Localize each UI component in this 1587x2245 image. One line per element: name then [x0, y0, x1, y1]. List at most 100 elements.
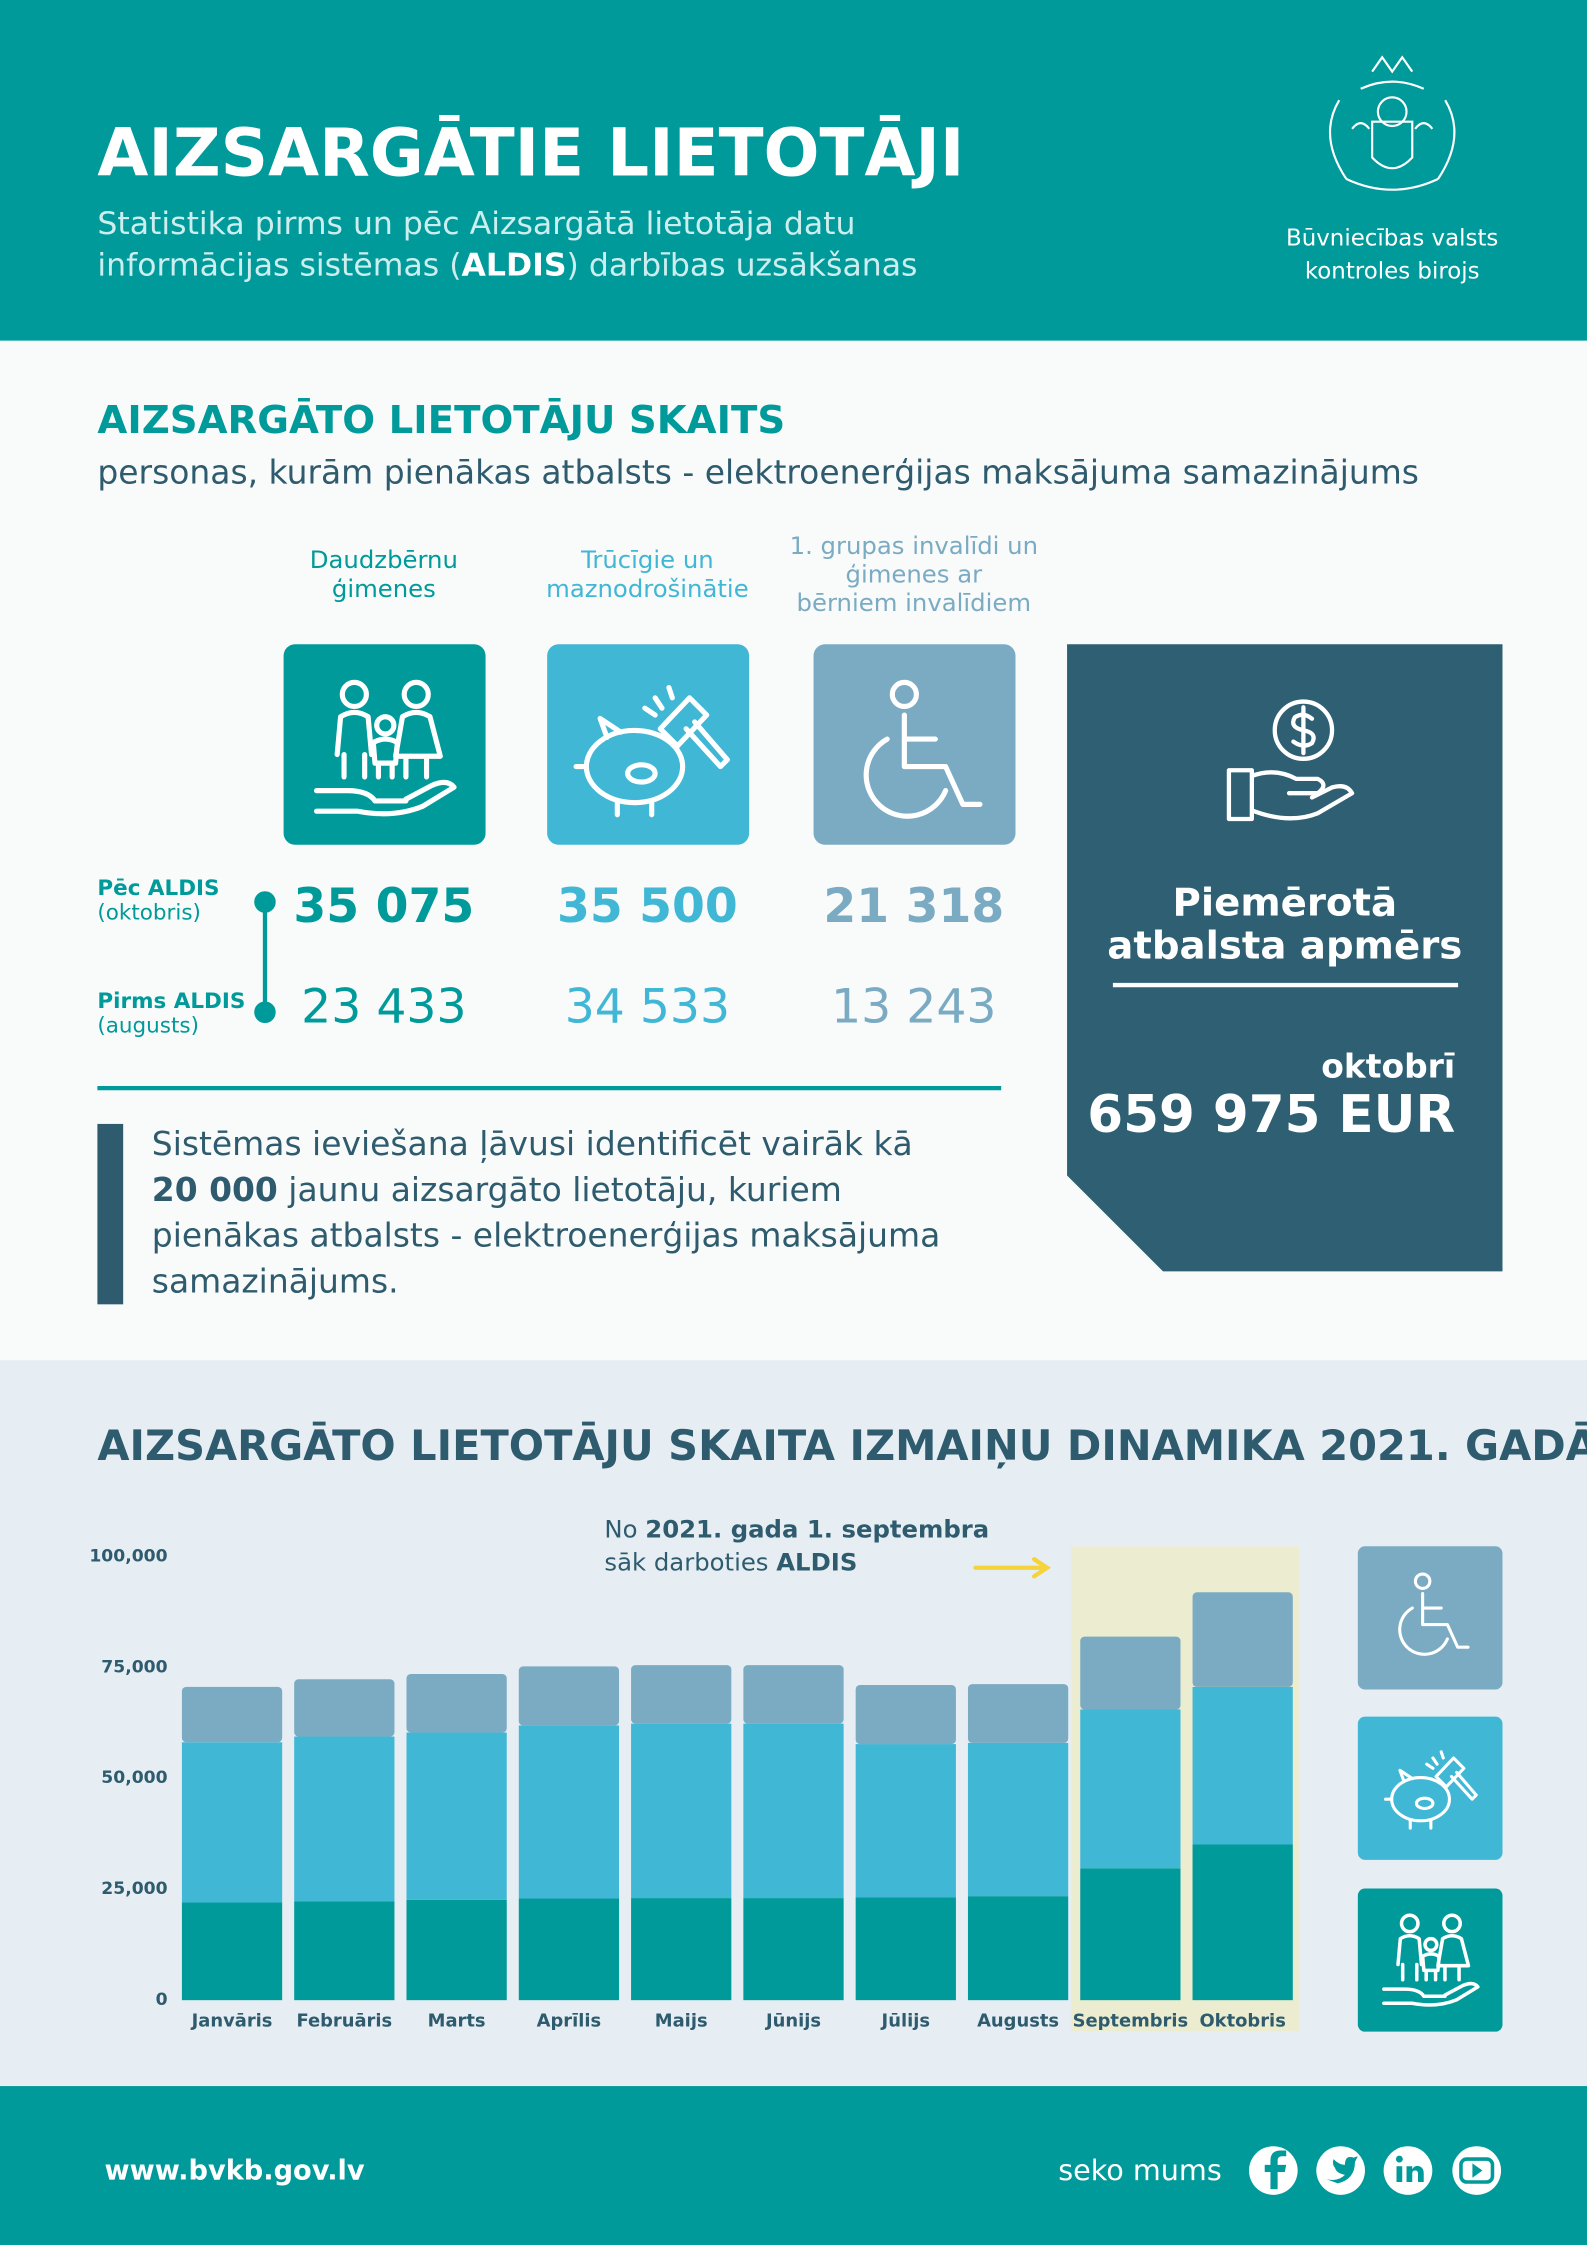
- bar-segment: [631, 1898, 732, 2001]
- website[interactable]: www.bvkb.gov.lv: [105, 2155, 365, 2186]
- annotation: No 2021. gada 1. septembra: [604, 1515, 989, 1544]
- timeline: [254, 891, 276, 1023]
- bar-segment: [518, 1666, 620, 1726]
- bar-segment: [518, 1898, 620, 2001]
- bar-segment: [294, 1901, 395, 2001]
- bar-segment: [855, 1744, 956, 1898]
- header-subtitle: informācijas sistēmas (ALDIS) darbības u…: [97, 247, 917, 283]
- group-icon-box: [547, 644, 750, 845]
- facebook-icon[interactable]: [1248, 2146, 1298, 2195]
- annotation: sāk darboties ALDIS: [604, 1547, 857, 1576]
- follow-label: seko mums: [1058, 2153, 1222, 2187]
- row-period: (augusts): [97, 1014, 199, 1039]
- value-before: 23 433: [301, 979, 466, 1034]
- row-label: Pirms ALDIS: [97, 989, 245, 1014]
- bar-segment: [1080, 1709, 1181, 1869]
- value-after: 35 500: [557, 879, 738, 934]
- x-tick-label: Septembris: [1073, 2011, 1189, 2032]
- bar-segment: [967, 1896, 1069, 2001]
- y-tick-label: 50,000: [101, 1768, 167, 1788]
- y-tick-label: 100,000: [89, 1546, 167, 1566]
- y-tick-label: 25,000: [101, 1879, 167, 1899]
- note-line: Sistēmas ieviešana ļāvusi identificēt va…: [152, 1124, 913, 1163]
- bar-segment: [181, 1742, 283, 1903]
- x-tick-label: Jūlijs: [881, 2011, 930, 2032]
- bar-segment: [1192, 1592, 1293, 1687]
- youtube-icon[interactable]: [1452, 2146, 1502, 2195]
- annotation-part: No: [604, 1515, 645, 1544]
- note: Sistēmas ieviešana ļāvusi identificēt va…: [152, 1124, 940, 1300]
- value-after: 35 075: [293, 879, 474, 934]
- x-tick-label: Maijs: [655, 2011, 708, 2032]
- bar-segment: [743, 1898, 844, 2001]
- legend: [1357, 1546, 1503, 2032]
- bar-segment: [181, 1686, 283, 1743]
- bar-segment: [181, 1902, 283, 2001]
- support-box: [1067, 644, 1503, 1272]
- logo: [1328, 55, 1456, 191]
- note-line: 20 000 jaunu aizsargāto lietotāju, kurie…: [152, 1170, 842, 1209]
- value-after: 21 318: [823, 879, 1004, 934]
- group-label: Daudzbērnu: [310, 545, 458, 574]
- y-tick-label: 0: [156, 1990, 168, 2010]
- organization-name: Būvniecības valsts: [1286, 226, 1498, 252]
- subtitle-part: ALDIS: [461, 247, 566, 283]
- linkedin-icon[interactable]: [1383, 2146, 1433, 2195]
- subtitle-part: informācijas sistēmas (: [97, 247, 461, 283]
- group-label: ģimenes ar: [846, 560, 983, 589]
- legend-swatch: [1357, 1546, 1503, 1690]
- bar-segment: [1080, 1636, 1181, 1710]
- plot: 0 25,000 50,000 75,000 100,000 Janvāris Februā…: [89, 1546, 1293, 2032]
- x-tick-label: Janvāris: [191, 2011, 273, 2032]
- group-label: ģimenes: [332, 574, 436, 603]
- bar-segment: [855, 1685, 956, 1745]
- x-tick-label: Aprīlis: [537, 2011, 602, 2032]
- bar-segment: [1192, 1844, 1293, 2001]
- note-line: samazinājums.: [152, 1261, 399, 1300]
- note-text: jaunu aizsargāto lietotāju, kuriem: [278, 1170, 842, 1209]
- x-tick-label: Augusts: [977, 2011, 1059, 2032]
- value-before: 34 533: [565, 979, 730, 1034]
- summary-subtitle: personas, kurām pienākas atbalsts - elek…: [97, 452, 1419, 491]
- annotation-part: 2021. gada 1. septembra: [645, 1515, 989, 1544]
- group-label: maznodrošinātie: [546, 574, 749, 603]
- summary-title: AIZSARGĀTO LIETOTĀJU SKAITS: [97, 397, 785, 443]
- y-tick-label: 75,000: [101, 1657, 167, 1677]
- twitter-icon[interactable]: [1316, 2146, 1365, 2195]
- group-icon-box: [813, 644, 1016, 845]
- row-period: (oktobris): [97, 900, 201, 925]
- bar-segment: [855, 1897, 956, 2001]
- legend-swatch: [1357, 1716, 1503, 1860]
- chart-title: AIZSARGĀTO LIETOTĀJU SKAITA IZMAIŅU DINA…: [97, 1421, 1587, 1470]
- organization-name: kontroles birojs: [1305, 259, 1480, 285]
- x-tick-label: Oktobris: [1199, 2011, 1285, 2032]
- header-subtitle: Statistika pirms un pēc Aizsargātā lieto…: [97, 206, 855, 242]
- bar-segment: [1192, 1686, 1293, 1845]
- value-before: 13 243: [831, 979, 996, 1034]
- header-title: AIZSARGĀTIE LIETOTĀJI: [97, 115, 964, 192]
- group-icon-box: [283, 644, 486, 845]
- subtitle-part: ) darbības uzsākšanas: [567, 247, 918, 283]
- bar-segment: [967, 1684, 1069, 1743]
- group-label: Trūcīgie un: [580, 545, 714, 574]
- bar-segment: [294, 1679, 395, 1737]
- bar-segment: [743, 1723, 844, 1899]
- bar-segment: [406, 1899, 507, 2001]
- support-period: oktobrī: [1321, 1047, 1455, 1086]
- bar-segment: [967, 1742, 1069, 1897]
- support-title: Piemērotā: [1173, 880, 1398, 925]
- bar-segment: [631, 1723, 732, 1899]
- bar-segment: [406, 1673, 507, 1733]
- group-label: bērniem invalīdiem: [797, 588, 1031, 617]
- support-amount: 659 975 EUR: [1087, 1085, 1455, 1145]
- x-tick-label: Jūnijs: [765, 2011, 821, 2032]
- note-bold: 20 000: [152, 1170, 278, 1209]
- support-title: atbalsta apmērs: [1107, 923, 1462, 968]
- bar-segment: [518, 1725, 620, 1899]
- header-bg: [0, 0, 1587, 341]
- x-tick-label: Februāris: [296, 2011, 392, 2032]
- annotation-part: ALDIS: [776, 1547, 857, 1576]
- bar-segment: [631, 1665, 732, 1724]
